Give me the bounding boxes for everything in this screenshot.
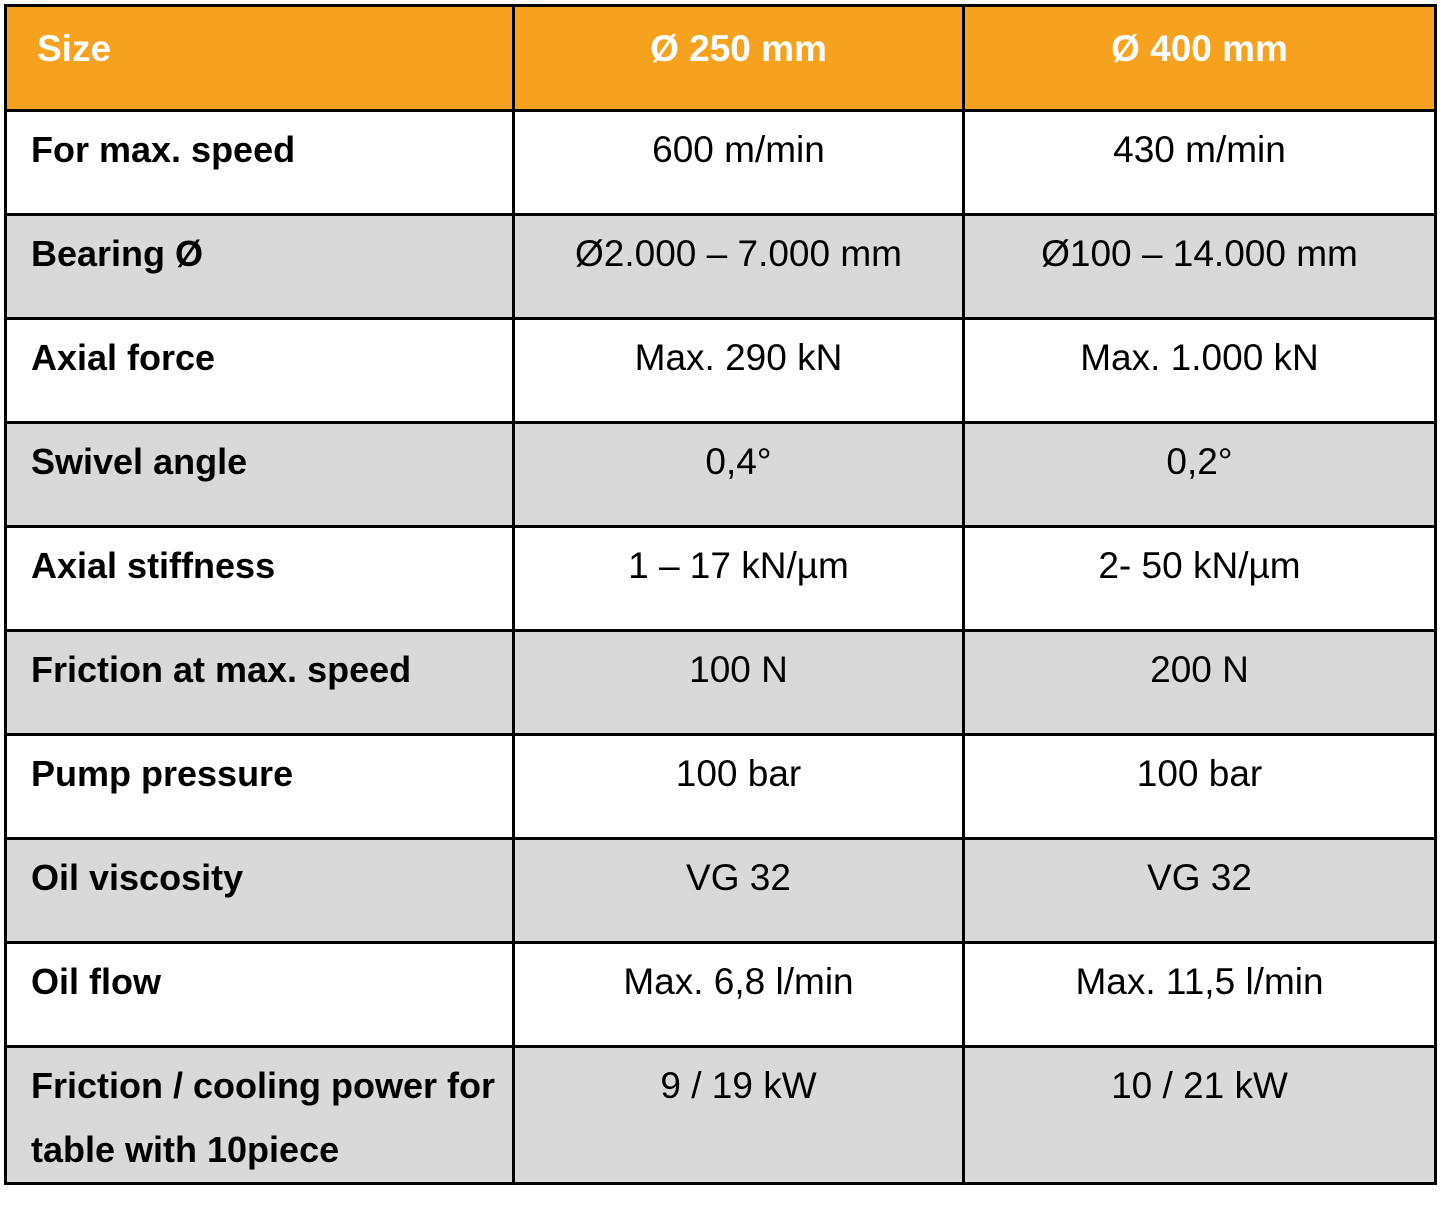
header-cell: Ø 400 mm <box>962 4 1437 112</box>
row-label: Axial force <box>4 317 515 424</box>
value-cell: 2- 50 kN/µm <box>962 525 1437 632</box>
value-cell: Ø100 – 14.000 mm <box>962 213 1437 320</box>
table-row: Oil flow Max. 6,8 l/min Max. 11,5 l/min <box>4 941 1437 1048</box>
row-label: Pump pressure <box>4 733 515 840</box>
value-cell: 200 N <box>962 629 1437 736</box>
table-row: Friction / cooling power for table with … <box>4 1045 1437 1185</box>
value-cell: VG 32 <box>512 837 965 944</box>
row-label: Friction / cooling power for table with … <box>4 1045 515 1185</box>
table-row: Swivel angle 0,4° 0,2° <box>4 421 1437 528</box>
table-row: For max. speed 600 m/min 430 m/min <box>4 109 1437 216</box>
row-label: Friction at max. speed <box>4 629 515 736</box>
value-cell: 430 m/min <box>962 109 1437 216</box>
value-cell: 100 bar <box>962 733 1437 840</box>
value-cell: Ø2.000 – 7.000 mm <box>512 213 965 320</box>
row-label: Oil viscosity <box>4 837 515 944</box>
value-cell: Max. 1.000 kN <box>962 317 1437 424</box>
value-cell: Max. 290 kN <box>512 317 965 424</box>
value-cell: 0,4° <box>512 421 965 528</box>
table-row: Pump pressure 100 bar 100 bar <box>4 733 1437 840</box>
spec-table-container: Size Ø 250 mm Ø 400 mm For max. speed 600 m… <box>4 4 1437 1185</box>
header-row: Size Ø 250 mm Ø 400 mm <box>4 4 1437 112</box>
value-cell: Max. 6,8 l/min <box>512 941 965 1048</box>
table-row: Oil viscosity VG 32 VG 32 <box>4 837 1437 944</box>
row-label: Bearing Ø <box>4 213 515 320</box>
row-label: Swivel angle <box>4 421 515 528</box>
value-cell: 600 m/min <box>512 109 965 216</box>
value-cell: Max. 11,5 l/min <box>962 941 1437 1048</box>
table-row: Friction at max. speed 100 N 200 N <box>4 629 1437 736</box>
value-cell: 1 – 17 kN/µm <box>512 525 965 632</box>
table-row: Axial force Max. 290 kN Max. 1.000 kN <box>4 317 1437 424</box>
header-cell: Ø 250 mm <box>512 4 965 112</box>
value-cell: 10 / 21 kW <box>962 1045 1437 1185</box>
table-body: For max. speed 600 m/min 430 m/min Bearing … <box>4 109 1437 1185</box>
spec-table: Size Ø 250 mm Ø 400 mm For max. speed 600 m… <box>4 4 1437 1185</box>
value-cell: 100 N <box>512 629 965 736</box>
table-row: Axial stiffness 1 – 17 kN/µm 2- 50 kN/µm <box>4 525 1437 632</box>
row-label: Axial stiffness <box>4 525 515 632</box>
value-cell: 0,2° <box>962 421 1437 528</box>
table-row: Bearing Ø Ø2.000 – 7.000 mm Ø100 – 14.000 … <box>4 213 1437 320</box>
header-cell: Size <box>4 4 515 112</box>
value-cell: VG 32 <box>962 837 1437 944</box>
value-cell: 100 bar <box>512 733 965 840</box>
value-cell: 9 / 19 kW <box>512 1045 965 1185</box>
row-label: For max. speed <box>4 109 515 216</box>
row-label: Oil flow <box>4 941 515 1048</box>
